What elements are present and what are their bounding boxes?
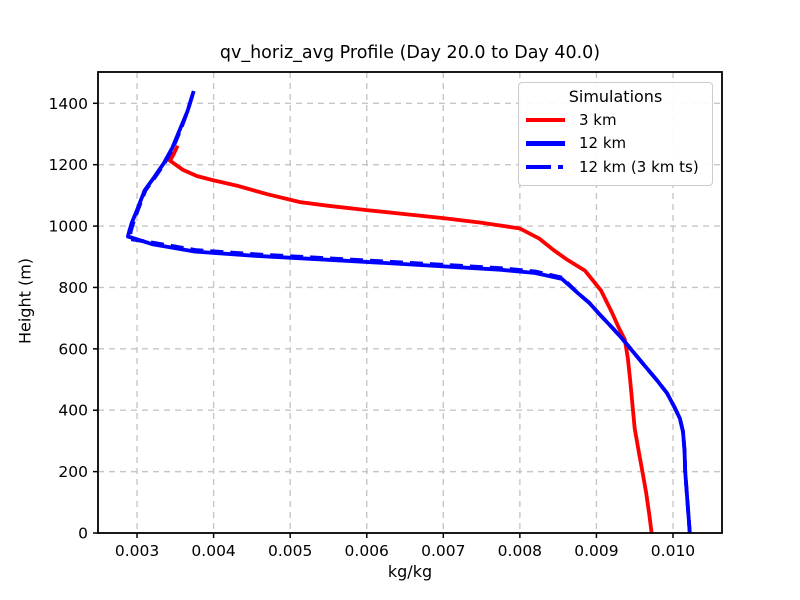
y-axis-label: Height (m) <box>15 257 35 345</box>
y-tick-label: 1200 <box>49 156 88 174</box>
legend-item-3km: 3 km <box>525 108 706 132</box>
legend: Simulations 3 km 12 km 12 km (3 km ts) <box>518 82 713 186</box>
legend-item-12km-3kmts: 12 km (3 km ts) <box>525 155 706 179</box>
x-tick-label: 0.010 <box>651 542 695 560</box>
series-line-12-km-3-km-ts <box>127 90 692 534</box>
plot-frame <box>97 71 723 534</box>
legend-item-label: 3 km <box>579 110 617 129</box>
legend-swatch-dashed-blue <box>526 164 565 169</box>
x-tick-label: 0.007 <box>421 542 465 560</box>
x-tick-label: 0.009 <box>574 542 618 560</box>
legend-item-12km: 12 km <box>525 132 706 156</box>
legend-swatch-solid-red <box>526 117 565 122</box>
chart-title: qv_horiz_avg Profile (Day 20.0 to Day 40… <box>219 43 601 63</box>
y-tick-label: 1000 <box>49 218 88 236</box>
legend-title: Simulations <box>568 87 663 106</box>
legend-swatch-solid-blue <box>526 141 565 146</box>
y-tick-label: 200 <box>58 463 88 481</box>
x-tick-label: 0.005 <box>268 542 312 560</box>
x-axis-label: kg/kg <box>387 562 433 581</box>
x-tick-label: 0.003 <box>115 542 159 560</box>
legend-item-label: 12 km <box>579 134 627 153</box>
series-line-3-km <box>168 144 654 534</box>
x-tick-label: 0.004 <box>191 542 235 560</box>
x-tick-label: 0.008 <box>498 542 542 560</box>
y-tick-label: 400 <box>58 402 88 420</box>
legend-item-label: 12 km (3 km ts) <box>579 157 699 176</box>
x-tick-label: 0.006 <box>345 542 389 560</box>
y-tick-label: 600 <box>58 340 88 358</box>
y-tick-label: 1400 <box>49 95 88 113</box>
y-tick-label: 800 <box>58 279 88 297</box>
y-tick-label: 0 <box>78 525 88 543</box>
